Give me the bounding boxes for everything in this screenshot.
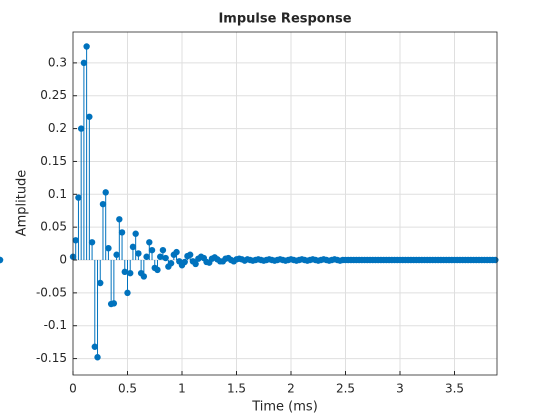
x-tick-label: 2.5	[336, 382, 355, 396]
y-tick-label: 0.2	[48, 121, 67, 135]
axes-box	[72, 31, 498, 376]
stem-marker	[127, 269, 134, 277]
stem-marker	[135, 250, 142, 257]
stem-marker	[91, 343, 98, 350]
stem-marker	[94, 354, 101, 361]
stem-marker	[110, 300, 118, 307]
y-tick-label: 0.1	[48, 187, 67, 201]
x-tick-label: 0.5	[118, 382, 137, 396]
stem-marker	[181, 258, 188, 266]
stem-marker	[102, 189, 109, 196]
marks	[0, 43, 499, 361]
chart-title: Impulse Response	[218, 12, 351, 27]
stem-marker	[129, 243, 137, 251]
stem-marker	[192, 260, 199, 268]
stem-marker	[0, 256, 4, 264]
stem-marker	[86, 113, 93, 120]
stem-marker	[72, 237, 79, 244]
stem-marker	[105, 244, 112, 252]
x-tick-label: 0	[69, 382, 77, 396]
stem-marker	[77, 125, 85, 132]
stem-marker	[148, 246, 156, 254]
stem-marker	[167, 260, 175, 267]
stem-marker	[132, 230, 139, 237]
stem-marker	[146, 239, 153, 246]
y-tick-label: 0.05	[40, 220, 67, 234]
x-axis-label: Time (ms)	[251, 400, 318, 415]
stem-marker	[83, 43, 90, 50]
stem-marker	[80, 59, 88, 67]
stem-marker	[99, 200, 107, 208]
stem-marker	[97, 279, 104, 287]
stem-marker	[492, 256, 499, 264]
stem-marker	[159, 246, 167, 254]
stem-marker	[186, 251, 194, 258]
y-tick-label: 0	[59, 253, 67, 267]
y-tick-label: -0.1	[44, 318, 67, 332]
y-tick-label: -0.15	[36, 351, 67, 365]
stem-marker	[154, 266, 161, 274]
y-axis-label: Amplitude	[15, 170, 30, 237]
stem-marker	[116, 216, 123, 223]
stem-marker	[118, 229, 126, 236]
stem-marker	[113, 251, 120, 258]
x-tick-label: 3	[396, 382, 404, 396]
y-tick-label: 0.25	[40, 88, 67, 102]
x-tick-label: 1	[178, 382, 186, 396]
x-tick-label: 1.5	[227, 382, 246, 396]
stem-marker	[140, 273, 148, 280]
stem-marker	[75, 194, 82, 201]
stem-marker	[156, 253, 164, 260]
stem-marker	[124, 289, 131, 297]
stem-marker	[162, 254, 169, 262]
y-tick-label: -0.05	[36, 285, 67, 299]
stem-marker	[121, 268, 128, 276]
y-tick-label: 0.3	[48, 55, 67, 69]
stem-marker	[173, 248, 180, 256]
x-tick-label: 2	[287, 382, 295, 396]
x-tick-label: 3.5	[445, 382, 464, 396]
stem-marker	[143, 253, 150, 260]
stem-marker	[88, 239, 96, 246]
y-tick-label: 0.15	[40, 154, 67, 168]
axes-background	[73, 32, 497, 375]
